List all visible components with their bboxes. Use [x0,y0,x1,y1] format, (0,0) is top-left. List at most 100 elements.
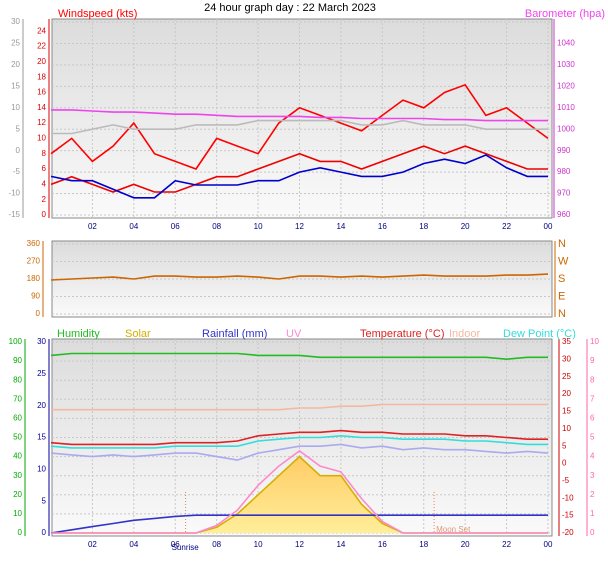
series-line [50,83,549,170]
y-tick-label: -5 [562,476,570,485]
y-tick-label: 5 [16,124,21,133]
y-tick-label: 22 [37,42,46,51]
legend-label: Indoor [449,328,481,340]
x-tick-label: 06 [171,222,180,231]
y-tick-label: 25 [562,372,571,381]
annotation-label: Moon Set [436,525,471,534]
y-tick-label: 0 [42,210,47,219]
y-tick-label: 25 [11,39,20,48]
y-tick-label: -5 [13,167,21,176]
y-tick-label: 12 [37,118,46,127]
y-tick-label: 5 [590,433,595,442]
y-tick-label: 25 [37,369,46,378]
y-tick-label: 18 [37,72,46,81]
y-tick-label: 270 [27,257,41,266]
y-tick-label: 0 [590,528,595,537]
series-line [50,514,548,534]
area-fill [51,456,548,533]
y-tick-label: 5 [42,496,47,505]
y-tick-label: 0 [18,528,23,537]
x-tick-label: 08 [212,222,221,231]
y-tick-label: 7 [590,394,595,403]
y-tick-label: 0 [562,459,567,468]
legend-label: Humidity [57,328,100,340]
x-tick-label: 22 [502,540,511,549]
y-tick-label: 8 [590,375,595,384]
y-tick-label: 16 [37,88,46,97]
chart-title: 24 hour graph day : 22 March 2023 [204,2,376,14]
x-tick-label: 16 [378,222,387,231]
y-tick-label: 9 [590,356,595,365]
y-tick-label: W [558,255,569,267]
y-tick-label: 1 [590,509,595,518]
series-line [51,403,548,411]
y-tick-label: 100 [9,337,23,346]
annotation-label: Sunrise [172,543,200,552]
series-line [50,443,549,461]
y-tick-label: 10 [562,424,571,433]
y-tick-label: 1020 [557,81,575,90]
y-tick-label: 8 [42,149,47,158]
y-tick-label: 360 [27,239,41,248]
y-tick-label: 35 [562,337,571,346]
series-line [50,352,548,361]
x-tick-label: 18 [419,222,428,231]
y-tick-label: 4 [590,452,595,461]
legend-label: Solar [125,328,151,340]
y-tick-label: 50 [13,433,22,442]
y-tick-label: -10 [8,189,20,198]
y-tick-label: 2 [42,195,47,204]
y-tick-label: 970 [557,189,571,198]
y-tick-label: 15 [562,407,571,416]
x-tick-label: 10 [254,540,263,549]
x-tick-label: 14 [336,540,345,549]
series-line [50,145,548,193]
y-tick-label: S [558,273,565,285]
y-tick-label: 0 [42,528,47,537]
y-tick-label: 40 [13,452,22,461]
y-tick-label: N [558,308,566,320]
legend-label: Dew Point (°C) [503,328,576,340]
y-tick-label: 10 [37,134,46,143]
y-tick-label: -20 [562,528,574,537]
y-tick-label: 6 [42,164,47,173]
plot-area [51,18,553,219]
x-tick-label: 02 [88,540,97,549]
y-tick-label: 14 [37,103,46,112]
legend-label: Temperature (°C) [360,328,444,340]
y-tick-label: 15 [11,81,20,90]
y-tick-label: 30 [13,471,22,480]
y-tick-label: 1010 [557,103,575,112]
y-tick-label: -15 [8,210,20,219]
y-tick-label: 990 [557,146,571,155]
y-tick-label: 90 [13,356,22,365]
x-tick-label: 10 [254,222,263,231]
y-tick-label: 20 [13,490,22,499]
y-tick-label: 960 [557,210,571,219]
x-tick-label: 18 [419,540,428,549]
series-line [51,449,548,534]
x-tick-label: 12 [295,540,304,549]
y-tick-label: 20 [562,389,571,398]
legend-label: UV [286,328,302,340]
x-tick-label: 12 [295,222,304,231]
x-tick-label: 16 [378,540,387,549]
y-tick-label: 0 [36,309,41,318]
x-tick-label: 06 [171,540,180,549]
y-tick-label: -15 [562,511,574,520]
y-tick-label: 3 [590,471,595,480]
y-tick-label: 5 [562,441,567,450]
series-line [51,109,548,122]
x-tick-label: 22 [502,222,511,231]
legend-label: Rainfall (mm) [202,328,267,340]
y-tick-label: 6 [590,414,595,423]
x-tick-label: 14 [336,222,345,231]
legend-label: Barometer (hpa) [525,8,605,20]
legend-label: Windspeed (kts) [58,8,137,20]
y-tick-label: 980 [557,167,571,176]
y-tick-label: N [558,238,566,250]
y-tick-label: 70 [13,394,22,403]
y-tick-label: 60 [13,414,22,423]
y-tick-label: 15 [37,433,46,442]
